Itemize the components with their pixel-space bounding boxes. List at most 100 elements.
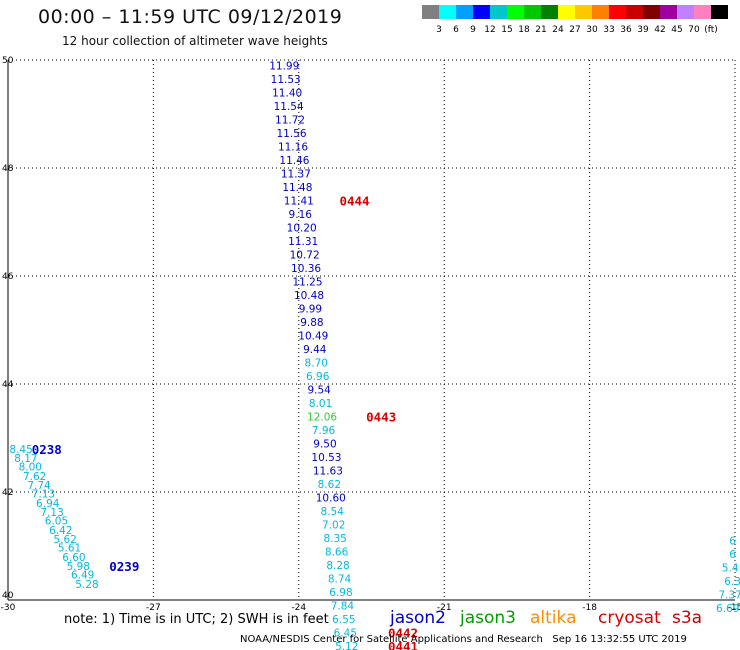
wave-height-value: 9.99 — [299, 303, 322, 315]
scale-swatch — [473, 5, 490, 19]
wave-height-value: 6.98 — [329, 587, 352, 599]
wave-height-value: 7.37 — [718, 590, 740, 602]
scale-swatch — [507, 5, 524, 19]
scale-label: 70 — [688, 25, 700, 35]
y-tick-label: 44 — [2, 380, 14, 390]
y-tick-label: 50 — [2, 56, 14, 66]
pass-number-label: 0444 — [339, 193, 369, 208]
scale-label: 39 — [637, 25, 649, 35]
scale-swatch — [490, 5, 507, 19]
scale-label: 27 — [569, 25, 581, 35]
scale-label: 9 — [470, 25, 476, 35]
wave-height-value: 11.46 — [279, 155, 309, 167]
wave-height-value: 11.99 — [269, 60, 299, 72]
wave-height-value: 5.12 — [335, 641, 358, 650]
scale-label: 21 — [535, 25, 547, 35]
x-tick-label: -27 — [146, 603, 161, 613]
wave-height-value: 6.55 — [332, 614, 355, 626]
wave-height-value: 11.16 — [278, 141, 308, 153]
wave-height-value: 10.49 — [298, 330, 328, 342]
scale-swatch — [558, 5, 575, 19]
wave-height-value: 6 — [729, 549, 736, 561]
pass-number-label: 0442 — [388, 625, 418, 640]
wave-height-value: 11.31 — [288, 236, 318, 248]
wave-height-value: 5.61 — [58, 543, 81, 555]
credit-footer: NOAA/NESDIS Center for Satellite Applica… — [240, 634, 687, 645]
legend-altika: altika — [530, 608, 577, 628]
legend-cryosat: cryosat — [598, 608, 661, 628]
wave-height-value: 10.53 — [311, 452, 341, 464]
y-tick-label: 48 — [2, 164, 14, 174]
scale-swatch — [643, 5, 660, 19]
wave-height-value: 5.62 — [53, 534, 76, 546]
pass-number-label: 0443 — [366, 409, 396, 424]
pass-number-label: 0238 — [32, 442, 62, 457]
wave-height-value: 10.36 — [291, 263, 321, 275]
credit-timestamp: Sep 16 13:32:55 UTC 2019 — [552, 634, 687, 645]
legend-jason3: jason3 — [460, 608, 516, 628]
scale-swatch — [575, 5, 592, 19]
wave-height-value: 6.69 — [716, 603, 739, 615]
scale-swatch — [524, 5, 541, 19]
scale-swatch — [422, 5, 439, 19]
scale-label: 12 — [484, 25, 496, 35]
scale-label: 36 — [620, 25, 632, 35]
wave-height-value: 9.54 — [307, 384, 331, 396]
wave-height-value: 8.62 — [318, 479, 341, 491]
y-tick-label: 40 — [2, 591, 14, 601]
wave-height-value: 10.48 — [294, 290, 324, 302]
scale-label: (ft) — [704, 25, 718, 35]
wave-height-value: 7.13 — [40, 507, 63, 519]
legend-jason2: jason2 — [390, 608, 446, 628]
scale-label: 6 — [453, 25, 459, 35]
scale-swatch — [609, 5, 626, 19]
wave-height-value: 11.41 — [284, 195, 314, 207]
pass-number-label: 0441 — [388, 639, 418, 650]
scale-swatch — [456, 5, 473, 19]
wave-height-value: 9.88 — [300, 317, 323, 329]
x-tick-label: -24 — [291, 603, 306, 613]
wave-height-value: 5.4 — [722, 563, 739, 575]
scale-swatch — [660, 5, 677, 19]
wave-height-value: 11.54 — [274, 101, 304, 113]
wave-height-value: 7.74 — [27, 480, 51, 492]
scale-label: 33 — [603, 25, 615, 35]
wave-height-value: 6.96 — [306, 371, 330, 383]
wave-height-value: 11.53 — [271, 74, 301, 86]
wave-height-value: 11.25 — [292, 276, 322, 288]
scale-label: 30 — [586, 25, 598, 35]
wave-height-value: 8.00 — [19, 462, 42, 474]
wave-height-value: 11.63 — [313, 465, 343, 477]
wave-height-value: 11.48 — [282, 182, 312, 194]
scale-label: 24 — [552, 25, 564, 35]
wave-height-value: 6.49 — [71, 570, 94, 582]
scale-swatch — [541, 5, 558, 19]
scale-swatch — [677, 5, 694, 19]
wave-height-value: 6 — [729, 536, 736, 548]
x-tick-label: -15 — [728, 603, 740, 613]
chart-title: 00:00 – 11:59 UTC 09/12/2019 — [38, 6, 343, 28]
scale-label: 3 — [436, 25, 442, 35]
wave-height-value: 10.60 — [316, 492, 346, 504]
wave-height-value: 11.56 — [276, 128, 306, 140]
wave-height-value: 8.74 — [328, 573, 352, 585]
chart-subtitle: 12 hour collection of altimeter wave hei… — [62, 34, 328, 48]
scale-swatch — [694, 5, 711, 19]
wave-height-value: 8.70 — [305, 357, 328, 369]
wave-height-value: 10.72 — [290, 249, 320, 261]
wave-height-value: 7.96 — [312, 425, 336, 437]
wave-height-value: 6.05 — [45, 516, 68, 528]
wave-height-value: 8.28 — [326, 560, 349, 572]
scale-label: 42 — [654, 25, 666, 35]
wave-height-value: 8.17 — [14, 453, 37, 465]
wave-height-value: 10.20 — [287, 222, 317, 234]
scale-label: 45 — [671, 25, 683, 35]
scale-swatch — [626, 5, 643, 19]
wave-height-value: 11.72 — [275, 114, 305, 126]
wave-height-value: 9.16 — [289, 209, 313, 221]
wave-height-value: 8.54 — [321, 506, 345, 518]
wave-height-value: 6.3 — [724, 576, 740, 588]
wave-height-value: 5.28 — [75, 579, 98, 591]
wave-height-value: 6.42 — [49, 525, 72, 537]
